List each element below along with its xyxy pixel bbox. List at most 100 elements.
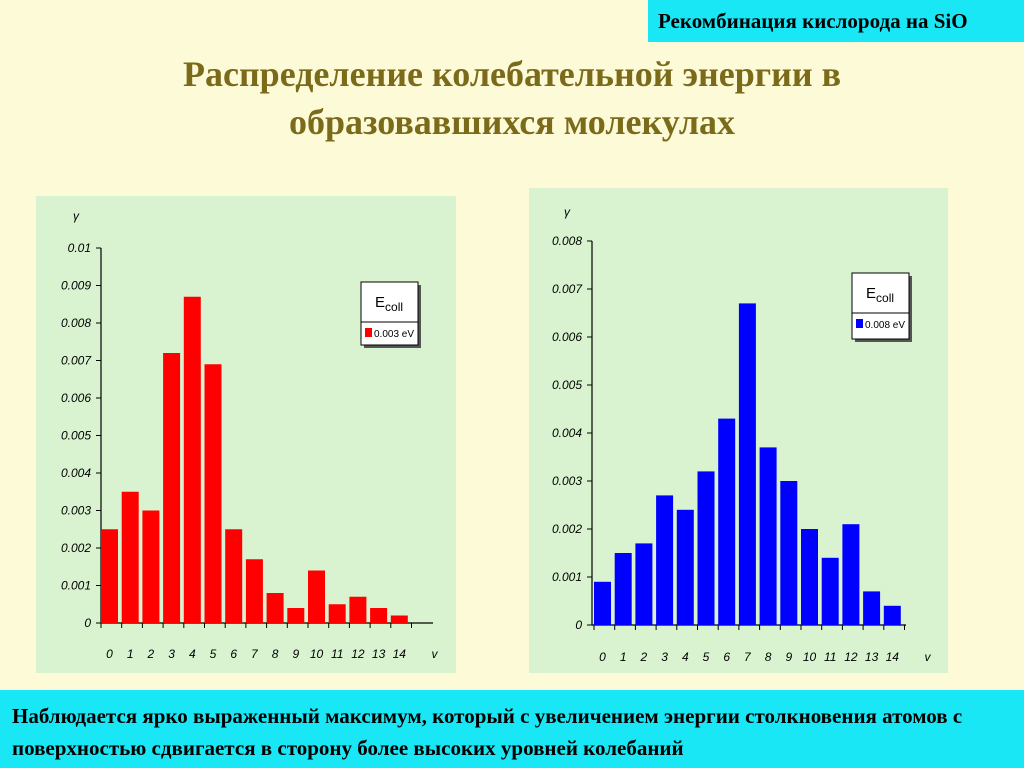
- y-tick-label: 0.006: [552, 330, 582, 344]
- bar: [801, 529, 818, 625]
- y-tick-label: 0.003: [61, 504, 91, 518]
- x-tick-label: 8: [272, 647, 279, 661]
- bar: [863, 591, 881, 625]
- x-axis-title: v: [925, 650, 932, 664]
- x-axis-title: v: [432, 647, 439, 661]
- x-tick-label: 5: [210, 647, 217, 661]
- y-tick-label: 0.001: [552, 570, 582, 584]
- x-tick-label: 4: [682, 650, 689, 664]
- bar: [635, 543, 653, 625]
- bar: [738, 303, 756, 625]
- bar: [328, 604, 346, 623]
- y-tick-label: 0.002: [552, 522, 582, 536]
- y-tick-label: 0: [84, 616, 91, 630]
- legend-swatch: [856, 319, 863, 328]
- legend-swatch: [365, 328, 372, 337]
- x-tick-label: 8: [765, 650, 772, 664]
- y-tick-label: 0.007: [61, 354, 92, 368]
- bar: [697, 471, 715, 625]
- chart-panel-red: γ 0 0.001 0.002 0.003 0.004 0.005 0.006 0.007 0.0…: [36, 196, 456, 673]
- bar: [308, 570, 325, 623]
- slide-title-line-1: Распределение колебательной энергии в: [182, 54, 842, 94]
- x-tick-label: 7: [744, 650, 752, 664]
- x-tick-label: 2: [640, 650, 648, 664]
- bar: [225, 529, 243, 623]
- bar: [101, 529, 118, 623]
- bar: [883, 605, 901, 625]
- bar-chart-blue: γ 0 0.001 0.002 0.003 0.004 0.005 0.006 0.007 0.0…: [552, 205, 932, 664]
- x-tick-label: 12: [351, 647, 365, 661]
- x-tick-label: 3: [661, 650, 668, 664]
- bar: [183, 296, 201, 623]
- x-tick-label: 10: [310, 647, 324, 661]
- bar: [121, 491, 139, 623]
- bar: [163, 353, 181, 623]
- slide-topic-banner: Рекомбинация кислорода на SiO: [648, 0, 1024, 42]
- legend-title: Ecoll: [866, 285, 894, 305]
- x-tick-label: 11: [824, 650, 836, 664]
- bar: [349, 596, 367, 623]
- bar: [676, 509, 694, 625]
- y-tick-label: 0.01: [68, 241, 91, 255]
- bar: [842, 524, 860, 625]
- legend: Ecoll 0.008 eV: [851, 272, 912, 342]
- y-tick-label: 0.008: [61, 316, 91, 330]
- x-tick-label: 14: [886, 650, 900, 664]
- chart-panel-blue: γ 0 0.001 0.002 0.003 0.004 0.005 0.006 0.007 0.0…: [529, 188, 948, 673]
- y-tick-label: 0.004: [552, 426, 582, 440]
- x-tick-label: 14: [393, 647, 407, 661]
- x-tick-label: 5: [703, 650, 710, 664]
- bar: [287, 608, 305, 623]
- x-tick-label: 6: [723, 650, 730, 664]
- y-tick-label: 0: [575, 618, 582, 632]
- y-tick-label: 0.005: [61, 429, 91, 443]
- bar: [266, 593, 284, 623]
- y-axis-title: γ: [73, 209, 80, 223]
- bar: [142, 510, 160, 623]
- y-tick-label: 0.002: [61, 541, 91, 555]
- x-tick-label: 0: [106, 647, 113, 661]
- bar-chart-red: γ 0 0.001 0.002 0.003 0.004 0.005 0.006 0.007 0.0…: [61, 209, 439, 661]
- x-tick-label: 12: [844, 650, 858, 664]
- x-tick-label: 13: [865, 650, 879, 664]
- slide-title-line-2: образовавшихся молекулах: [288, 102, 736, 142]
- y-tick-label: 0.001: [61, 579, 91, 593]
- bar: [204, 364, 222, 623]
- bar: [245, 559, 263, 623]
- x-tick-label: 1: [620, 650, 627, 664]
- x-tick-label: 6: [230, 647, 237, 661]
- y-tick-label: 0.009: [61, 279, 91, 293]
- caption-text: Наблюдается ярко выраженный максимум, ко…: [0, 690, 1024, 768]
- y-tick-label: 0.007: [552, 282, 583, 296]
- y-tick-label: 0.006: [61, 391, 91, 405]
- legend: Ecoll 0.003 eV: [360, 281, 421, 348]
- bar: [390, 615, 408, 623]
- bar: [759, 447, 777, 625]
- x-tick-label: 10: [803, 650, 817, 664]
- x-tick-label: 3: [168, 647, 175, 661]
- x-tick-label: 2: [147, 647, 155, 661]
- x-tick-label: 4: [189, 647, 196, 661]
- x-tick-label: 13: [372, 647, 386, 661]
- y-axis-title: γ: [564, 205, 571, 219]
- bar: [614, 553, 632, 625]
- x-tick-label: 0: [599, 650, 606, 664]
- x-tick-label: 9: [292, 647, 299, 661]
- bar: [370, 608, 388, 623]
- bar: [780, 481, 798, 625]
- y-tick-label: 0.008: [552, 234, 582, 248]
- bar: [594, 581, 611, 625]
- legend-entry: 0.008 eV: [865, 320, 905, 331]
- bar: [718, 418, 736, 625]
- x-tick-label: 11: [331, 647, 343, 661]
- y-tick-label: 0.005: [552, 378, 582, 392]
- y-tick-label: 0.003: [552, 474, 582, 488]
- bar: [656, 495, 674, 625]
- bar: [821, 557, 839, 625]
- x-tick-label: 1: [127, 647, 134, 661]
- x-tick-label: 7: [251, 647, 259, 661]
- slide-title: Распределение колебательной энергии в об…: [0, 50, 1024, 146]
- legend-title: Ecoll: [375, 294, 403, 314]
- y-tick-label: 0.004: [61, 466, 91, 480]
- legend-entry: 0.003 eV: [374, 329, 414, 340]
